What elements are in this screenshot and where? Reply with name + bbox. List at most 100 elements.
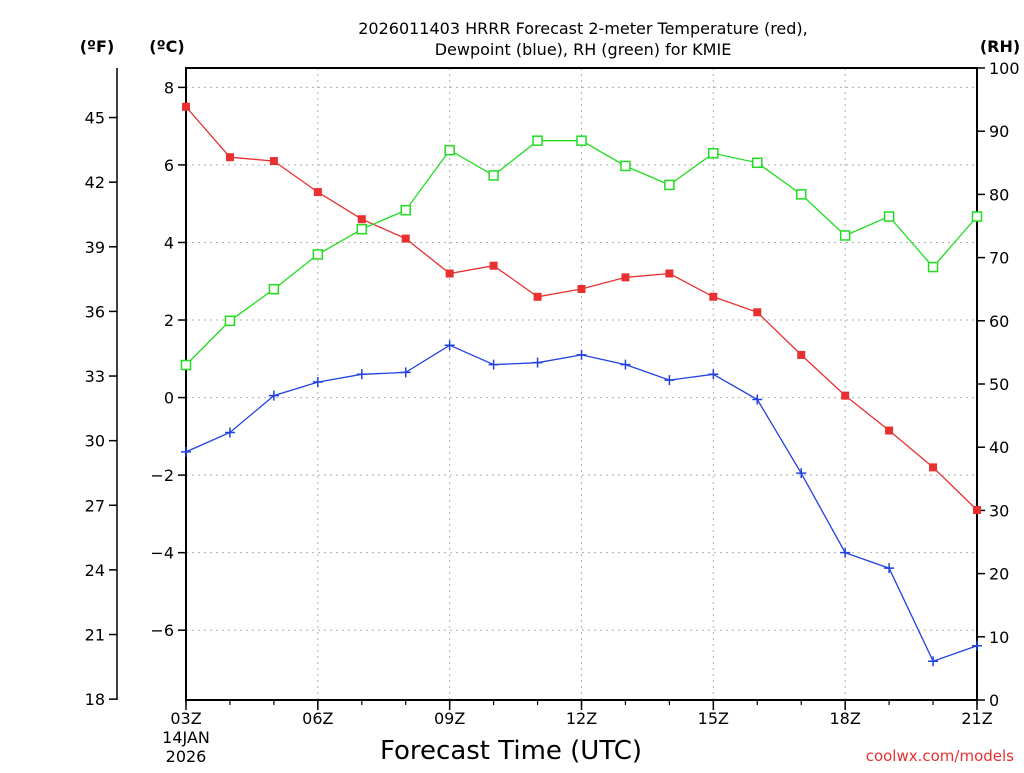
fahrenheit-tick-label: 36	[85, 302, 105, 321]
rh-tick-label: 100	[989, 59, 1020, 78]
x-tick-label: 12Z	[566, 709, 597, 728]
fahrenheit-tick-label: 42	[85, 173, 105, 192]
rh-point	[224, 315, 236, 327]
temperature-point	[445, 269, 454, 278]
temperature-point	[182, 102, 190, 111]
x-tick-label: 09Z	[434, 709, 465, 728]
dewpoint-point	[928, 656, 939, 667]
fahrenheit-tick-label: 30	[85, 432, 105, 451]
rh-point	[708, 148, 719, 159]
fahrenheit-tick-label: 24	[85, 561, 105, 580]
fahrenheit-tick-label: 39	[85, 238, 105, 257]
celsius-tick-label: 8	[164, 78, 174, 97]
x-tick-label: 15Z	[698, 709, 729, 728]
temperature-point	[973, 506, 981, 515]
temperature-point	[357, 215, 366, 224]
fahrenheit-tick-label: 18	[85, 690, 105, 709]
unit-rh-label: (RH)	[980, 37, 1020, 56]
rh-tick-label: 20	[989, 565, 1009, 584]
temperature-point	[489, 261, 498, 270]
x-tick-label: 03Z	[170, 709, 201, 728]
rh-tick-label: 60	[989, 312, 1009, 331]
temperature-point	[885, 426, 894, 435]
celsius-tick-label: −4	[150, 544, 174, 563]
temperature-point	[269, 157, 278, 166]
dewpoint-point	[400, 367, 411, 378]
rh-point	[752, 157, 763, 169]
rh-point	[532, 135, 543, 146]
temperature-point	[929, 463, 938, 472]
temperature-point	[797, 350, 806, 359]
dewpoint-point	[224, 427, 235, 438]
rh-tick-label: 40	[989, 438, 1009, 457]
celsius-tick-label: 6	[164, 156, 174, 175]
fahrenheit-tick-label: 27	[85, 496, 105, 515]
dewpoint-point	[576, 349, 587, 360]
fahrenheit-tick-label: 45	[85, 109, 105, 128]
date-year-label: 2026	[166, 747, 207, 766]
rh-tick-label: 0	[989, 691, 999, 710]
dewpoint-point	[664, 375, 675, 386]
date-day-label: 14JAN	[162, 728, 210, 747]
temperature-point	[621, 273, 630, 282]
temperature-point	[577, 285, 586, 294]
celsius-tick-label: −2	[150, 466, 174, 485]
temperature-point	[665, 269, 674, 278]
temperature-point	[533, 292, 542, 301]
dewpoint-point	[532, 357, 543, 368]
dewpoint-point	[268, 390, 279, 401]
dewpoint-point	[181, 446, 191, 457]
chart-title-line-2: Dewpoint (blue), RH (green) for KMIE	[435, 40, 732, 59]
dewpoint-point	[796, 468, 807, 479]
dewpoint-point	[752, 394, 763, 405]
rh-point	[795, 189, 807, 200]
rh-tick-label: 30	[989, 501, 1009, 520]
dewpoint-point	[356, 369, 367, 380]
temperature-point	[753, 308, 762, 317]
rh-point	[444, 144, 455, 156]
series-layer	[180, 102, 983, 667]
rh-point	[620, 160, 631, 172]
temperature-point	[313, 188, 322, 197]
chart-title-line-1: 2026011403 HRRR Forecast 2-meter Tempera…	[358, 19, 808, 38]
rh-tick-label: 70	[989, 249, 1009, 268]
dewpoint-point	[620, 359, 631, 370]
rh-point	[312, 249, 324, 260]
x-tick-label: 21Z	[961, 709, 992, 728]
rh-point	[883, 211, 895, 222]
rh-point	[839, 230, 851, 241]
rh-point	[400, 204, 411, 216]
rh-tick-label: 50	[989, 375, 1009, 394]
temperature-point	[225, 153, 234, 162]
temperature-point	[401, 234, 410, 243]
rh-tick-label: 80	[989, 185, 1009, 204]
unit-celsius-label: (ºC)	[149, 37, 184, 56]
rh-point	[927, 261, 939, 273]
rh-point	[356, 223, 368, 235]
grid-layer	[186, 68, 977, 700]
celsius-tick-label: −6	[150, 621, 174, 640]
x-axis-title: Forecast Time (UTC)	[380, 736, 642, 766]
credit-text: coolwx.com/models	[866, 747, 1014, 765]
plot-frame	[185, 67, 978, 701]
dewpoint-point	[488, 359, 499, 370]
x-tick-label: 18Z	[830, 709, 861, 728]
rh-point	[971, 211, 983, 222]
rh-line	[185, 140, 978, 366]
dewpoint-point	[884, 563, 895, 574]
temperature-point	[841, 391, 850, 400]
dewpoint-point	[972, 640, 982, 651]
dewpoint-point	[312, 377, 323, 388]
fahrenheit-tick-label: 33	[85, 367, 105, 386]
rh-point	[576, 135, 587, 146]
dewpoint-point	[444, 340, 455, 351]
fahrenheit-tick-label: 21	[85, 626, 105, 645]
rh-tick-label: 90	[989, 122, 1009, 141]
temperature-point	[709, 292, 718, 301]
celsius-tick-label: 2	[164, 311, 174, 330]
rh-point	[488, 170, 499, 181]
dewpoint-point	[708, 369, 719, 380]
celsius-tick-label: 4	[164, 233, 174, 252]
